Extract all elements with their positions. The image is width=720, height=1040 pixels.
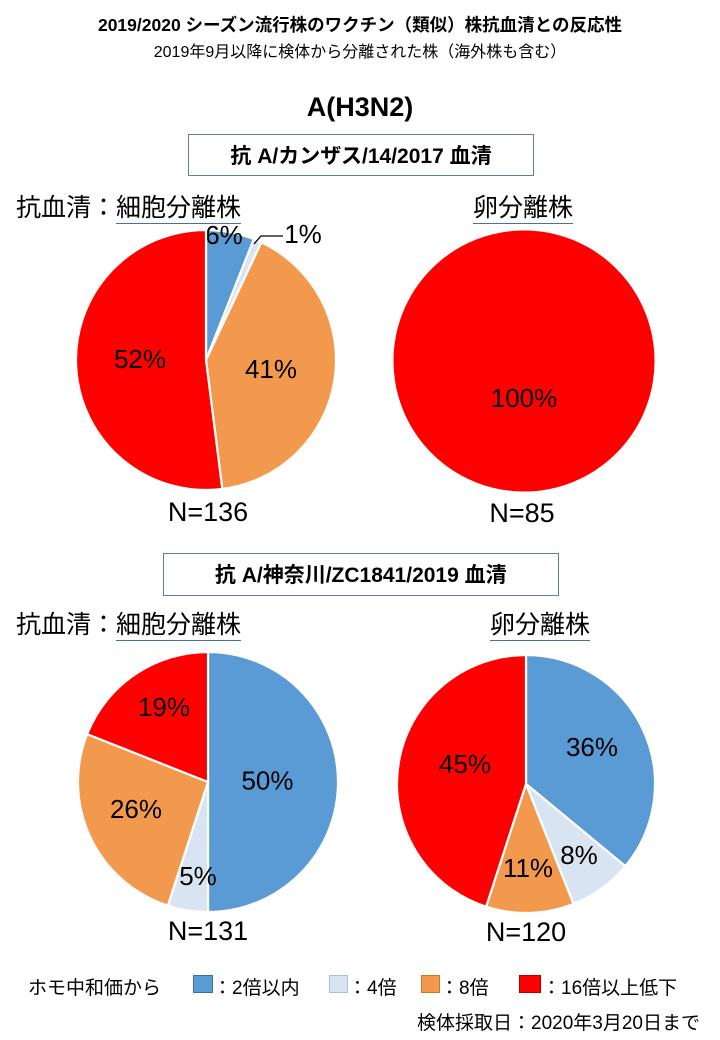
svg-text:8%: 8% [560,840,598,870]
svg-text:50%: 50% [241,765,293,795]
svg-text:41%: 41% [245,354,297,384]
svg-text:11%: 11% [503,853,553,883]
svg-text:36%: 36% [566,732,618,762]
svg-text:6%: 6% [205,220,243,250]
svg-text:45%: 45% [439,749,491,779]
svg-text:100%: 100% [491,383,558,413]
svg-text:1%: 1% [284,219,322,249]
svg-text:N=136: N=136 [168,497,248,527]
svg-text:N=131: N=131 [168,916,248,946]
svg-text:5%: 5% [179,861,217,891]
svg-text:N=120: N=120 [486,917,566,947]
svg-text:N=85: N=85 [489,498,554,528]
svg-text:19%: 19% [138,692,190,722]
svg-text:52%: 52% [114,344,166,374]
svg-text:26%: 26% [110,794,162,824]
